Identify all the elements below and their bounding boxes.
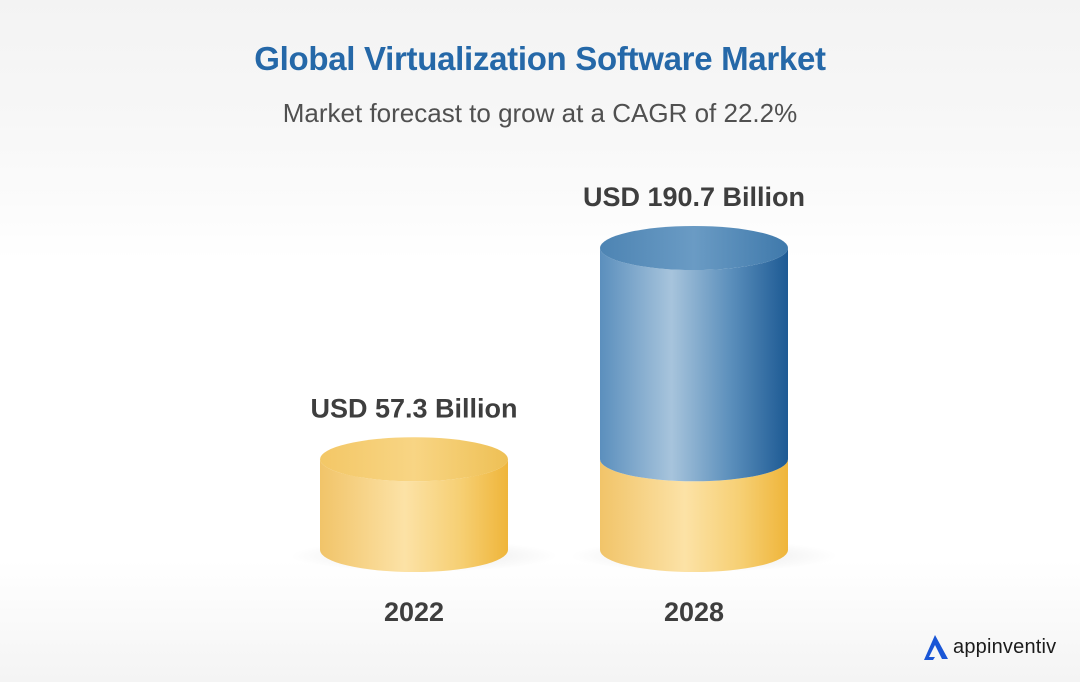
brand-name: appinventiv <box>953 635 1057 658</box>
bar-2028-top <box>600 226 788 270</box>
bar-2028-growth-segment <box>600 248 788 482</box>
bar-2022-base-segment <box>320 459 508 572</box>
bar-value-label: USD 190.7 Billion <box>583 182 805 212</box>
bar-2028-base-segment <box>600 459 788 572</box>
bar-2022-top <box>320 437 508 482</box>
chart-subtitle: Market forecast to grow at a CAGR of 22.… <box>282 98 798 128</box>
bar-value-label: USD 57.3 Billion <box>310 393 517 423</box>
appinventiv-logo-icon <box>924 635 948 660</box>
x-tick-label: 2028 <box>664 597 724 627</box>
x-tick-label: 2022 <box>384 597 444 627</box>
chart-title: Global Virtualization Software Market <box>254 40 826 77</box>
brand-logo: appinventiv <box>922 632 1056 662</box>
